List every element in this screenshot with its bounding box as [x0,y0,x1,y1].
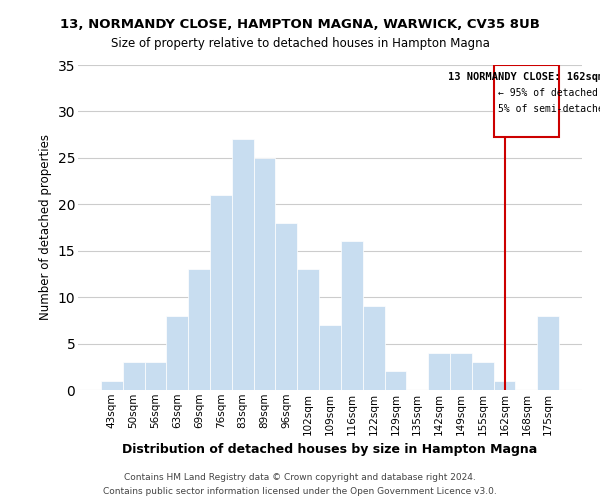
X-axis label: Distribution of detached houses by size in Hampton Magna: Distribution of detached houses by size … [122,443,538,456]
Y-axis label: Number of detached properties: Number of detached properties [39,134,52,320]
Bar [450,353,472,390]
Text: 13 NORMANDY CLOSE: 162sqm: 13 NORMANDY CLOSE: 162sqm [448,72,600,82]
Bar [472,362,494,390]
Bar [363,306,385,390]
Bar [166,316,188,390]
Bar [428,353,450,390]
Bar [494,380,515,390]
Bar [275,223,297,390]
Text: 5% of semi-detached houses are larger (9) →: 5% of semi-detached houses are larger (9… [498,104,600,114]
Text: Size of property relative to detached houses in Hampton Magna: Size of property relative to detached ho… [110,38,490,51]
Bar [188,270,210,390]
Bar [254,158,275,390]
Bar [123,362,145,390]
Bar [341,242,363,390]
Bar [537,316,559,390]
Bar [297,270,319,390]
Bar [210,195,232,390]
Bar [494,65,559,138]
Bar [145,362,166,390]
Bar [319,325,341,390]
Text: 13, NORMANDY CLOSE, HAMPTON MAGNA, WARWICK, CV35 8UB: 13, NORMANDY CLOSE, HAMPTON MAGNA, WARWI… [60,18,540,30]
Text: ← 95% of detached houses are smaller (176): ← 95% of detached houses are smaller (17… [498,88,600,98]
Bar [232,140,254,390]
Text: Contains public sector information licensed under the Open Government Licence v3: Contains public sector information licen… [103,486,497,496]
Bar [101,380,123,390]
Text: Contains HM Land Registry data © Crown copyright and database right 2024.: Contains HM Land Registry data © Crown c… [124,473,476,482]
Bar [385,372,406,390]
